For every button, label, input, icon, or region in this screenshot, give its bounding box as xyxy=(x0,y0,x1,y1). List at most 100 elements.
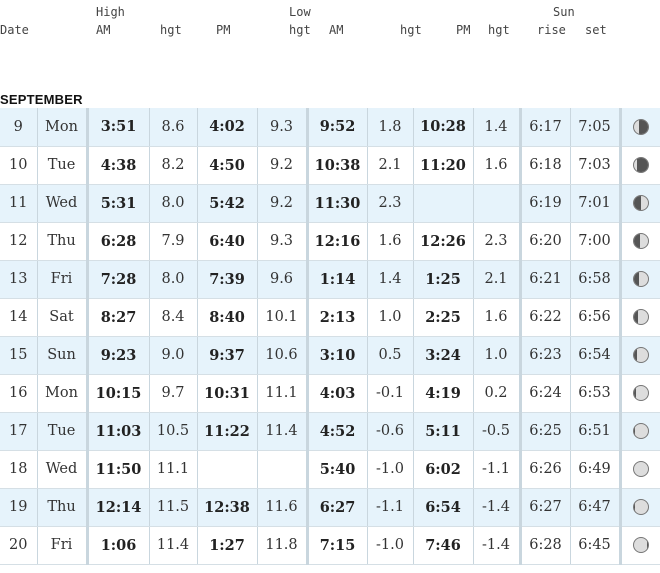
low-am-height: -1.1 xyxy=(367,488,414,527)
high-pm-time: 5:42 xyxy=(197,184,258,223)
low-pm-height: 2.1 xyxy=(473,260,522,299)
day-cell: 14 xyxy=(0,298,38,337)
full-moon-icon xyxy=(632,423,649,439)
low-pm-time: 1:25 xyxy=(413,260,474,299)
weekday-cell: Wed xyxy=(37,450,89,489)
low-am-time: 1:14 xyxy=(307,260,368,299)
high-am-height: 9.7 xyxy=(149,374,198,413)
weekday-cell: Tue xyxy=(37,412,89,451)
weekday-cell: Mon xyxy=(37,374,89,413)
table-row: 13 Fri 7:28 8.0 7:39 9.6 1:14 1.4 1:25 2.1 6:21 6:5… xyxy=(0,260,660,299)
high-am-height: 9.0 xyxy=(149,336,198,375)
high-pm-height: 9.2 xyxy=(257,146,309,185)
sunrise-cell: 6:24 xyxy=(520,374,571,413)
low-am-time: 12:16 xyxy=(307,222,368,261)
low-pm-time: 3:24 xyxy=(413,336,474,375)
waning-crescent-icon xyxy=(632,118,649,135)
high-pm-time: 4:02 xyxy=(197,108,258,147)
low-am-time: 10:38 xyxy=(307,146,368,185)
high-am-time: 11:03 xyxy=(87,412,150,451)
day-cell: 15 xyxy=(0,336,38,375)
sunset-cell: 6:49 xyxy=(570,450,622,489)
table-row: 17 Tue 11:03 10.5 11:22 11.4 4:52 -0.6 5:11 -0.5 6… xyxy=(0,412,660,451)
low-pm-time: 7:46 xyxy=(413,526,474,565)
day-cell: 18 xyxy=(0,450,38,489)
high-am-height: 11.4 xyxy=(149,526,198,565)
low-pm-height xyxy=(473,184,522,223)
header-high-pm-hgt: hgt xyxy=(289,23,311,37)
header-low: Low xyxy=(289,5,311,19)
low-am-time: 4:03 xyxy=(307,374,368,413)
header-low-pm-hgt: hgt xyxy=(488,23,510,37)
waxing-gibbous-icon xyxy=(632,309,649,325)
high-am-time: 8:27 xyxy=(87,298,150,337)
moon-phase-cell xyxy=(620,526,660,565)
high-pm-height: 10.6 xyxy=(257,336,309,375)
moon-phase-cell xyxy=(620,184,660,223)
table-row: 16 Mon 10:15 9.7 10:31 11.1 4:03 -0.1 4:19 0.2 6:2… xyxy=(0,374,660,413)
high-am-height: 7.9 xyxy=(149,222,198,261)
low-am-time: 11:30 xyxy=(307,184,368,223)
high-am-height: 11.5 xyxy=(149,488,198,527)
day-cell: 16 xyxy=(0,374,38,413)
day-cell: 19 xyxy=(0,488,38,527)
low-am-height: 2.3 xyxy=(367,184,414,223)
high-am-time: 4:38 xyxy=(87,146,150,185)
sunset-cell: 7:00 xyxy=(570,222,622,261)
low-pm-time: 10:28 xyxy=(413,108,474,147)
table-row: 9 Mon 3:51 8.6 4:02 9.3 9:52 1.8 10:28 1.4 6:17 7:0… xyxy=(0,108,660,147)
month-label: SEPTEMBER xyxy=(0,92,83,107)
day-cell: 13 xyxy=(0,260,38,299)
header-sun: Sun xyxy=(553,5,575,19)
low-pm-height: 1.0 xyxy=(473,336,522,375)
moon-phase-cell xyxy=(620,222,660,261)
sunrise-cell: 6:28 xyxy=(520,526,571,565)
moon-phase-cell xyxy=(620,146,660,185)
low-pm-time xyxy=(413,184,474,223)
weekday-cell: Mon xyxy=(37,108,89,147)
table-row: 18 Wed 11:50 11.1 5:40 -1.0 6:02 -1.1 6:26 6:49 xyxy=(0,450,660,489)
sunrise-cell: 6:26 xyxy=(520,450,571,489)
sunrise-cell: 6:18 xyxy=(520,146,571,185)
high-am-time: 12:14 xyxy=(87,488,150,527)
sunset-cell: 6:45 xyxy=(570,526,622,565)
waxing-gibbous-icon xyxy=(632,385,649,401)
low-am-time: 5:40 xyxy=(307,450,368,489)
header-high-am: AM xyxy=(96,23,111,37)
moon-phase-cell xyxy=(620,374,660,413)
low-am-time: 3:10 xyxy=(307,336,368,375)
low-pm-time: 12:26 xyxy=(413,222,474,261)
high-am-height: 10.5 xyxy=(149,412,198,451)
header-high-pm: PM xyxy=(216,23,231,37)
day-cell: 17 xyxy=(0,412,38,451)
high-am-height: 8.2 xyxy=(149,146,198,185)
header-sunrise: rise xyxy=(537,23,566,37)
low-pm-height: 1.4 xyxy=(473,108,522,147)
high-pm-time: 9:37 xyxy=(197,336,258,375)
sunrise-cell: 6:23 xyxy=(520,336,571,375)
sunset-cell: 6:56 xyxy=(570,298,622,337)
low-am-height: 1.4 xyxy=(367,260,414,299)
sunrise-cell: 6:25 xyxy=(520,412,571,451)
low-am-time: 4:52 xyxy=(307,412,368,451)
high-pm-time: 12:38 xyxy=(197,488,258,527)
high-am-height: 8.0 xyxy=(149,260,198,299)
header-sunset: set xyxy=(585,23,607,37)
sunrise-cell: 6:21 xyxy=(520,260,571,299)
low-pm-height: -1.1 xyxy=(473,450,522,489)
sunrise-cell: 6:22 xyxy=(520,298,571,337)
low-pm-height: -0.5 xyxy=(473,412,522,451)
low-am-time: 2:13 xyxy=(307,298,368,337)
sunset-cell: 6:47 xyxy=(570,488,622,527)
high-am-time: 9:23 xyxy=(87,336,150,375)
full-moon-icon xyxy=(632,461,649,477)
first-quarter-icon xyxy=(632,233,649,249)
weekday-cell: Thu xyxy=(37,488,89,527)
day-cell: 20 xyxy=(0,526,38,565)
moon-phase-cell xyxy=(620,412,660,451)
high-pm-time: 7:39 xyxy=(197,260,258,299)
day-cell: 11 xyxy=(0,184,38,223)
low-pm-height: -1.4 xyxy=(473,526,522,565)
high-pm-height: 9.3 xyxy=(257,222,309,261)
table-row: 10 Tue 4:38 8.2 4:50 9.2 10:38 2.1 11:20 1.6 6:18 7… xyxy=(0,146,660,185)
